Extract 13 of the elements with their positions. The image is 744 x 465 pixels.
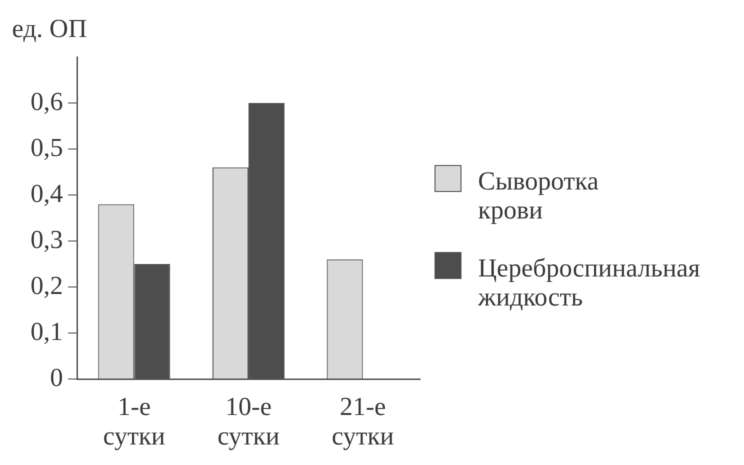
y-axis-title: ед. ОП [12, 14, 88, 43]
y-tick-label: 0,2 [30, 270, 63, 300]
x-tick-label: 10-е сутки [217, 392, 280, 451]
legend-label: Цереброспинальная жидкость [477, 253, 700, 312]
legend-label: Сыворотка крови [478, 166, 600, 224]
y-tick-label: 0,6 [30, 86, 63, 116]
x-tick-label: 1-е сутки [103, 392, 166, 451]
x-tick-label: 21-е сутки [332, 392, 394, 451]
y-tick-label: 0,4 [30, 178, 63, 208]
y-tick-label: 0,3 [30, 224, 63, 254]
y-tick-label: 0,1 [30, 316, 63, 346]
y-tick-label: 0,5 [30, 132, 63, 162]
y-tick-label: 0 [50, 362, 63, 392]
